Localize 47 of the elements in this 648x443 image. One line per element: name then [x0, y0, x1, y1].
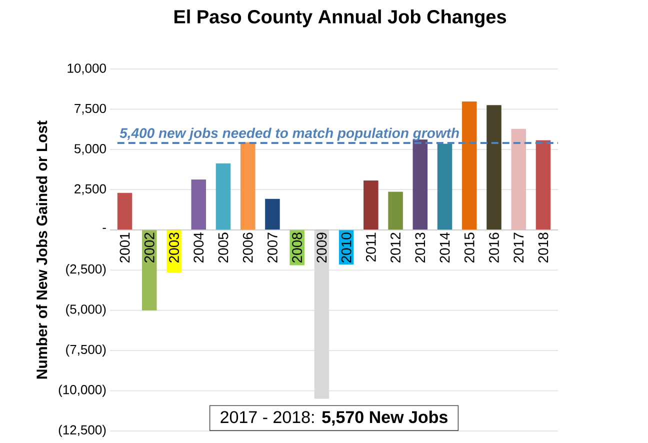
x-tick-label: 2012 — [390, 232, 400, 263]
bar — [437, 144, 452, 230]
x-tick-label: 2001 — [120, 232, 130, 263]
bar — [462, 101, 477, 230]
x-tick-label: 2005 — [218, 232, 228, 263]
bar — [240, 142, 256, 230]
y-tick-label: (2,500) — [66, 264, 106, 276]
y-tick-label: (5,000) — [66, 304, 106, 316]
x-tick-label: 2015 — [464, 232, 474, 263]
y-tick-label: (7,500) — [66, 344, 106, 357]
x-tick-label: 2004 — [194, 232, 204, 263]
bar — [191, 180, 206, 230]
x-tick-label: 2016 — [489, 232, 499, 263]
y-tick-label: (10,000) — [58, 384, 106, 397]
x-tick-label: 2013 — [415, 232, 426, 263]
bar — [536, 140, 551, 230]
bar — [314, 230, 330, 399]
bar — [216, 163, 231, 230]
x-tick-label: 2018 — [538, 232, 548, 263]
bar — [486, 105, 502, 230]
chart-title: El Paso County Annual Job Changes — [174, 10, 506, 28]
y-tick-label: 5,000 — [74, 144, 106, 155]
x-tick-label: 2009 — [316, 232, 327, 263]
x-tick-label: 2017 — [514, 232, 524, 263]
bar — [265, 198, 280, 230]
bar — [388, 192, 403, 230]
y-axis-title: Number of New Jobs Gained or Lost — [36, 120, 48, 379]
y-tick-label: 7,500 — [74, 104, 106, 115]
bar — [117, 192, 132, 230]
ref-line-label: 5,400 new jobs needed to match population growth — [120, 128, 459, 141]
x-tick-label: 2010 — [341, 232, 352, 263]
x-tick-label: 2008 — [292, 232, 302, 263]
y-tick-label: - — [102, 228, 106, 229]
y-tick-label: 2,500 — [74, 184, 106, 196]
x-tick-label: 2003 — [169, 232, 179, 263]
bar — [511, 128, 526, 230]
bar — [142, 230, 157, 310]
y-tick-label: (12,500) — [58, 424, 106, 438]
x-tick-label: 2002 — [144, 232, 154, 263]
bar — [364, 180, 378, 230]
x-tick-label: 2011 — [366, 232, 376, 262]
bar — [412, 139, 428, 230]
x-tick-label: 2014 — [440, 232, 450, 263]
x-tick-label: 2007 — [267, 232, 278, 263]
annotation: 2017 - 2018: 5,570 New Jobs — [220, 410, 448, 426]
x-tick-label: 2006 — [242, 232, 253, 263]
y-tick-label: 10,000 — [68, 64, 106, 74]
